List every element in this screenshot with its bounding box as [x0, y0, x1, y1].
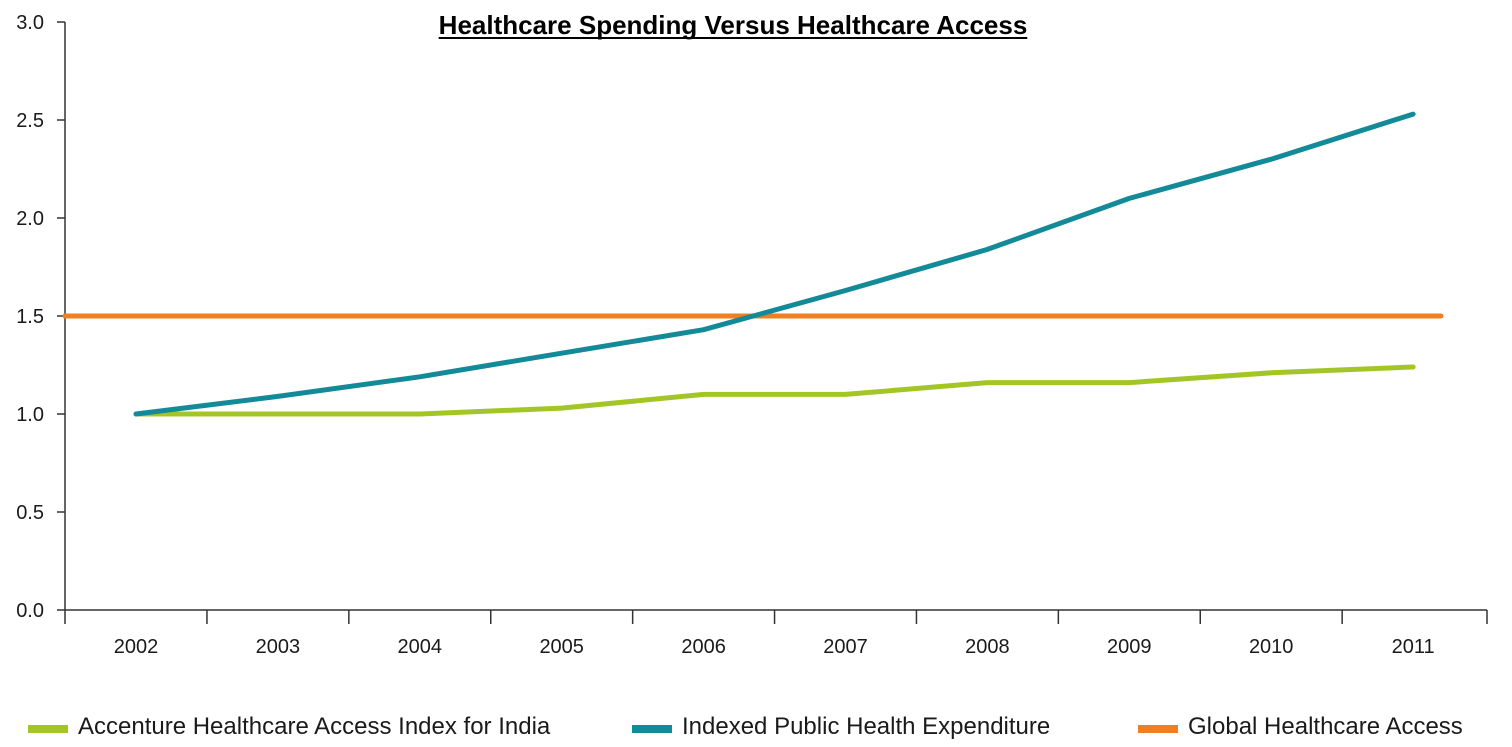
legend-label: Accenture Healthcare Access Index for In…: [78, 713, 551, 740]
y-tick-label: 3.0: [16, 12, 44, 34]
y-tick-label: 1.0: [16, 404, 44, 426]
y-tick-label: 1.5: [16, 306, 44, 328]
x-tick-label: 2004: [398, 636, 443, 658]
y-tick-label: 2.0: [16, 208, 44, 230]
y-tick-label: 0.5: [16, 502, 44, 524]
x-tick-label: 2006: [681, 636, 726, 658]
y-tick-label: 2.5: [16, 110, 44, 132]
x-tick-label: 2003: [256, 636, 301, 658]
series-lines: [62, 111, 1444, 417]
series-line: [133, 364, 1416, 417]
legend-swatch: [632, 725, 672, 733]
legend: Accenture Healthcare Access Index for In…: [28, 713, 1463, 740]
x-tick-label: 2005: [539, 636, 584, 658]
chart-title: Healthcare Spending Versus Healthcare Ac…: [439, 10, 1028, 40]
x-tick-label: 2010: [1249, 636, 1294, 658]
x-tick-label: 2009: [1107, 636, 1152, 658]
legend-swatch: [28, 725, 68, 733]
legend-swatch: [1138, 725, 1178, 733]
x-tick-label: 2011: [1392, 636, 1435, 658]
x-tick-label: 2002: [114, 636, 159, 658]
x-tick-label: 2008: [965, 636, 1010, 658]
x-tick-label: 2007: [823, 636, 868, 658]
legend-label: Indexed Public Health Expenditure: [682, 713, 1050, 740]
y-tick-label: 0.0: [16, 600, 44, 622]
legend-label: Global Healthcare Access: [1188, 713, 1463, 740]
series-line: [133, 111, 1416, 417]
axes: 0.0 0.5 1.0 1.5 2.0 2.5 3.0 2002 2003 2004 2005 200…: [16, 12, 1488, 658]
